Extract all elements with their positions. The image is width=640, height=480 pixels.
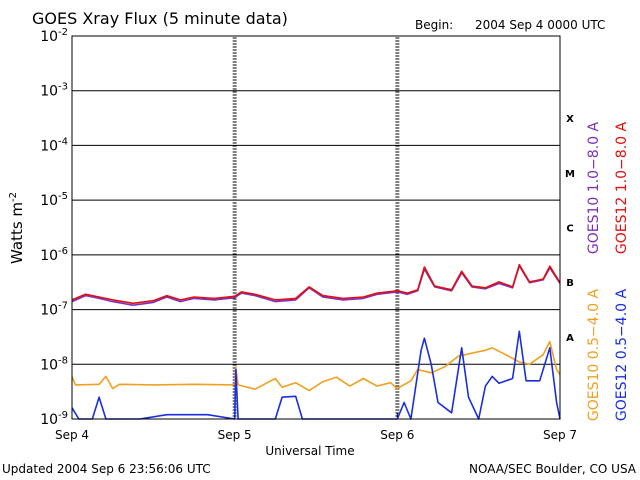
updated-timestamp: Updated 2004 Sep 6 23:56:06 UTC bbox=[2, 462, 211, 476]
legend-entry-0: GOES10 1.0−8.0 A bbox=[586, 122, 602, 255]
y-tick-label: 10-2 bbox=[40, 27, 68, 45]
flare-class-X: X bbox=[566, 114, 574, 125]
y-tick-exponent: -3 bbox=[58, 82, 68, 93]
y-tick-base: 10 bbox=[40, 303, 58, 319]
y-tick-exponent: -6 bbox=[58, 246, 68, 257]
credit-text: NOAA/SEC Boulder, CO USA bbox=[469, 462, 637, 476]
flare-class-C: C bbox=[566, 224, 573, 235]
series-line-1 bbox=[71, 263, 561, 305]
y-axis-label-exponent: -2 bbox=[8, 192, 19, 202]
y-tick-exponent: -7 bbox=[58, 301, 68, 312]
flare-class-A: A bbox=[566, 333, 574, 344]
x-axis-label: Universal Time bbox=[265, 444, 354, 458]
y-tick-base: 10 bbox=[40, 248, 58, 264]
flare-class-B: B bbox=[566, 278, 574, 289]
y-tick-label: 10-8 bbox=[40, 355, 68, 373]
begin-label: Begin: bbox=[415, 18, 453, 32]
begin-value: 2004 Sep 4 0000 UTC bbox=[475, 18, 605, 32]
series-line-2 bbox=[71, 340, 561, 392]
y-tick-base: 10 bbox=[40, 357, 58, 373]
legend-entry-3: GOES12 0.5−4.0 A bbox=[614, 289, 630, 422]
x-tick-label: Sep 6 bbox=[380, 428, 414, 442]
y-tick-exponent: -9 bbox=[58, 410, 68, 421]
y-tick-label: 10-6 bbox=[40, 246, 68, 264]
y-tick-label: 10-5 bbox=[40, 191, 68, 209]
y-tick-exponent: -4 bbox=[58, 136, 68, 147]
x-tick-label: Sep 7 bbox=[543, 428, 577, 442]
series-line-3 bbox=[71, 330, 561, 420]
y-tick-exponent: -2 bbox=[58, 27, 68, 38]
y-tick-base: 10 bbox=[40, 193, 58, 209]
y-tick-label: 10-9 bbox=[40, 410, 68, 428]
y-tick-labels: 10-210-310-410-510-610-710-810-9 bbox=[40, 27, 68, 428]
right-legend: GOES10 1.0−8.0 A GOES12 1.0−8.0 A GOES10 0… bbox=[586, 122, 630, 422]
flux-series bbox=[71, 263, 561, 420]
svg-text:Watts m-2: Watts m-2 bbox=[8, 192, 26, 264]
y-tick-exponent: -8 bbox=[58, 355, 68, 366]
y-tick-base: 10 bbox=[40, 29, 58, 45]
y-axis-label: Watts m-2 bbox=[8, 192, 26, 264]
x-tick-label: Sep 4 bbox=[55, 428, 89, 442]
flare-class-M: M bbox=[565, 169, 575, 180]
chart-title: GOES Xray Flux (5 minute data) bbox=[32, 9, 288, 28]
y-tick-base: 10 bbox=[40, 84, 58, 100]
y-tick-base: 10 bbox=[40, 138, 58, 154]
day-boundary-markers bbox=[71, 37, 561, 419]
y-tick-label: 10-3 bbox=[40, 82, 68, 100]
x-tick-label: Sep 5 bbox=[218, 428, 252, 442]
y-tick-exponent: -5 bbox=[58, 191, 68, 202]
legend-entry-2: GOES10 0.5−4.0 A bbox=[586, 289, 602, 422]
y-tick-label: 10-4 bbox=[40, 136, 68, 154]
y-tick-base: 10 bbox=[40, 412, 58, 428]
y-axis-label-base: Watts m bbox=[8, 202, 26, 264]
plot-frame bbox=[71, 35, 561, 420]
decade-gridlines bbox=[72, 35, 560, 420]
flare-class-labels: X M C B A bbox=[565, 114, 575, 344]
legend-entry-1: GOES12 1.0−8.0 A bbox=[614, 122, 630, 255]
series-line-0 bbox=[71, 265, 561, 306]
y-tick-label: 10-7 bbox=[40, 301, 68, 319]
x-tick-labels: Sep 4 Sep 5 Sep 6 Sep 7 bbox=[55, 428, 577, 442]
